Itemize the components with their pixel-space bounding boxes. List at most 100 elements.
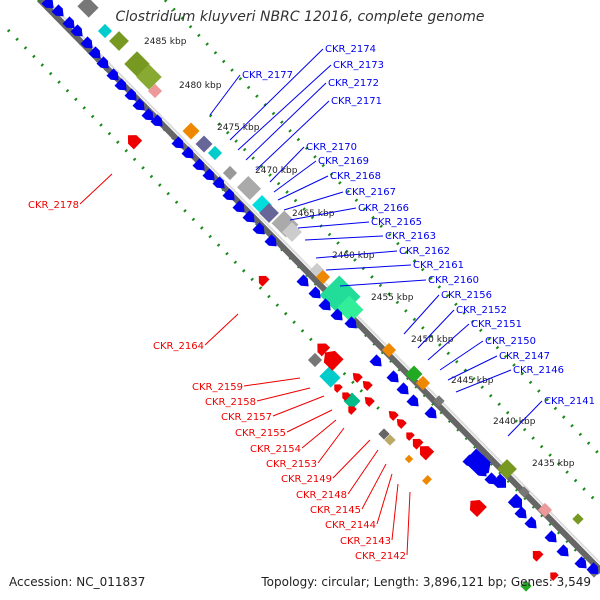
forward-gene-arrow xyxy=(507,493,523,508)
forward-gene-arrow xyxy=(264,234,277,247)
forward-gene-arrow-shape xyxy=(296,274,309,287)
blue-label-leader xyxy=(315,250,398,259)
kbp-tick-labels: 2485 kbp 2480 kbp 2475 kbp 2470 kbp 2465 kbp… xyxy=(144,37,575,469)
forward-gene-arrow-shape xyxy=(150,114,163,127)
forward-gene-arrow-shape xyxy=(62,16,75,29)
forward-gene-arrow-shape xyxy=(41,0,54,9)
reverse-gene-label: CKR_2164 xyxy=(153,341,204,352)
forward-gene-label: CKR_2161 xyxy=(413,260,464,271)
reverse-gene-label: CKR_2178 xyxy=(28,200,79,211)
forward-gene-arrow-shape xyxy=(544,530,557,543)
blue-label-leader xyxy=(455,369,512,393)
forward-gene-arrow xyxy=(212,176,225,189)
forward-gene-arrow xyxy=(62,16,75,29)
feature-block xyxy=(404,454,414,464)
gene-arrows xyxy=(41,0,599,581)
reverse-gene-arrow-shape xyxy=(323,350,344,371)
red-label-leader xyxy=(347,449,379,495)
forward-gene-label: CKR_2141 xyxy=(544,396,595,407)
reverse-gene-arrow xyxy=(342,392,351,401)
feature-block xyxy=(405,365,423,383)
red-label-leader xyxy=(391,483,399,541)
forward-gene-arrow xyxy=(296,274,309,287)
blue-label-leader xyxy=(289,207,357,221)
kbp-tick-label: 2470 kbp xyxy=(255,166,298,176)
red-label-leader xyxy=(406,491,411,556)
kbp-tick-label: 2455 kbp xyxy=(371,293,414,303)
reverse-gene-arrow-shape xyxy=(342,392,351,401)
forward-gene-arrow xyxy=(514,506,527,519)
forward-gene-arrow xyxy=(386,370,399,383)
forward-gene-arrow xyxy=(114,78,127,91)
reverse-gene-arrow-shape xyxy=(127,135,143,150)
feature-block xyxy=(195,135,213,153)
forward-gene-label: CKR_2168 xyxy=(330,171,381,182)
forward-gene-label: CKR_2169 xyxy=(318,156,369,167)
feature-block xyxy=(282,222,302,242)
forward-gene-arrow-shape xyxy=(202,168,215,181)
forward-gene-arrow xyxy=(344,316,357,329)
tick-dot-lines xyxy=(6,0,600,577)
forward-gene-arrow xyxy=(202,168,215,181)
reverse-gene-arrow-shape xyxy=(532,550,544,562)
kbp-tick-label: 2445 kbp xyxy=(451,376,494,386)
feature-block xyxy=(236,175,262,201)
kbp-tick-label: 2475 kbp xyxy=(217,123,260,133)
forward-gene-arrow-shape xyxy=(51,4,64,17)
forward-gene-arrow-shape xyxy=(171,136,184,149)
feature-block xyxy=(537,502,553,518)
forward-gene-arrow-shape xyxy=(574,556,587,569)
feature-block xyxy=(415,375,431,391)
forward-gene-arrow xyxy=(330,308,343,321)
forward-gene-arrow-shape xyxy=(106,68,119,81)
forward-gene-arrow-shape xyxy=(406,394,419,407)
blue-label-leader xyxy=(245,82,327,161)
blue-label-leader xyxy=(507,400,543,437)
forward-gene-label: CKR_2165 xyxy=(371,217,422,228)
feature-block xyxy=(319,366,341,388)
forward-gene-label: CKR_2173 xyxy=(333,60,384,71)
blue-label-leader xyxy=(269,146,305,183)
forward-gene-arrow xyxy=(308,286,321,299)
feature-block xyxy=(259,203,279,223)
forward-gene-arrow xyxy=(41,0,54,9)
forward-gene-arrow xyxy=(406,394,419,407)
feature-block xyxy=(315,269,331,285)
forward-gene-arrow-shape xyxy=(330,308,343,321)
blue-label-leader xyxy=(304,235,384,241)
reverse-gene-label: CKR_2144 xyxy=(325,520,376,531)
forward-gene-arrow-shape xyxy=(114,78,127,91)
blue-label-leader xyxy=(297,221,370,229)
feature-block xyxy=(384,434,396,446)
forward-gene-arrow-shape xyxy=(242,210,255,223)
forward-gene-arrow-shape xyxy=(396,382,409,395)
forward-gene-arrow-shape xyxy=(252,222,265,235)
reverse-gene-label: CKR_2159 xyxy=(192,382,243,393)
feature-block xyxy=(518,486,530,498)
accession-text: Accession: NC_011837 xyxy=(9,575,146,589)
forward-gene-label: CKR_2151 xyxy=(471,319,522,330)
forward-gene-arrow-shape xyxy=(424,406,437,419)
reverse-gene-arrow xyxy=(362,381,373,391)
forward-gene-label: CKR_2156 xyxy=(441,290,492,301)
forward-gene-arrow xyxy=(491,473,507,488)
reverse-gene-arrow xyxy=(406,432,415,441)
red-label-leader xyxy=(243,377,301,387)
reverse-gene-arrow xyxy=(364,397,375,407)
feature-block xyxy=(422,475,432,485)
red-label-leader xyxy=(79,173,113,205)
forward-gene-label: CKR_2166 xyxy=(358,203,409,214)
forward-gene-label: CKR_2152 xyxy=(456,305,507,316)
forward-gene-arrow-shape xyxy=(514,506,527,519)
reverse-gene-arrow xyxy=(550,572,559,581)
feature-block xyxy=(109,31,129,51)
reverse-gene-arrow-shape xyxy=(388,411,399,421)
reverse-gene-label: CKR_2145 xyxy=(310,505,361,516)
forward-gene-label: CKR_2147 xyxy=(499,351,550,362)
blue-label-leader xyxy=(237,64,332,151)
kbp-tick-label: 2485 kbp xyxy=(144,37,187,47)
feature-block xyxy=(378,428,390,440)
forward-gene-arrow-shape xyxy=(132,98,145,111)
reverse-gene-arrow xyxy=(412,438,424,450)
